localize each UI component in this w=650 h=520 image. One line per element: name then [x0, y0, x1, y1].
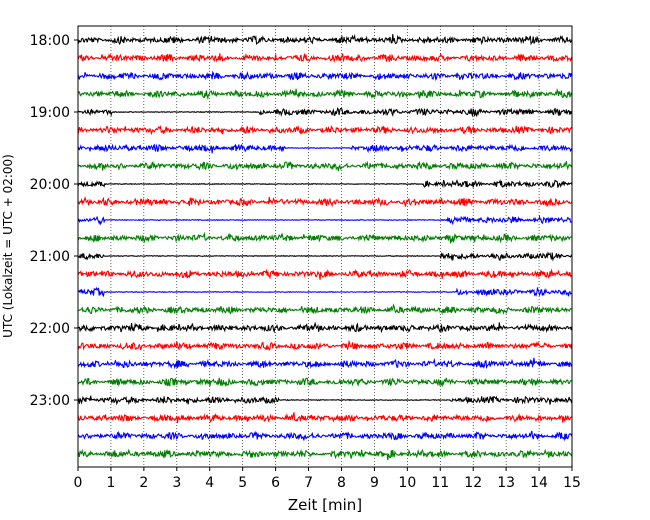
- trace-23-30: [77, 430, 573, 442]
- y-tick-label: 18:00: [30, 33, 70, 49]
- trace-23-45: [77, 448, 573, 461]
- x-tick-label: 5: [238, 475, 247, 491]
- trace-19-45: [77, 160, 573, 172]
- y-tick-label: 20:00: [30, 177, 70, 193]
- x-tick-label: 8: [337, 475, 346, 491]
- trace-22-45: [77, 377, 573, 388]
- traces: [77, 34, 573, 461]
- trace-20-45: [77, 231, 573, 244]
- y-tick-label: 22:00: [30, 321, 70, 337]
- x-tick-label: 9: [370, 475, 379, 491]
- trace-18-15: [77, 52, 573, 64]
- trace-21-30: [77, 286, 573, 298]
- x-tick-label: 0: [74, 475, 83, 491]
- x-tick-label: 14: [530, 475, 548, 491]
- x-tick-label: 10: [398, 475, 416, 491]
- trace-20-00: [77, 178, 573, 189]
- y-tick-label: 21:00: [30, 249, 70, 265]
- x-tick-label: 3: [172, 475, 181, 491]
- plot-frame: [77, 25, 573, 468]
- trace-19-15: [77, 124, 573, 136]
- trace-22-00: [77, 321, 573, 334]
- x-tick-label: 11: [431, 475, 449, 491]
- trace-22-30: [77, 357, 573, 370]
- x-tick-label: 7: [304, 475, 313, 491]
- x-tick-label: 15: [563, 475, 581, 491]
- x-axis: 0 1 2 3 4 5 6 7 8 9 10 11 12 13 14 15: [74, 467, 581, 491]
- trace-19-30: [77, 143, 573, 154]
- y-axis-label: UTC (Lokalzeit = UTC + 02:00): [1, 154, 15, 338]
- trace-18-45: [77, 88, 573, 100]
- x-tick-label: 4: [205, 475, 214, 491]
- trace-21-00: [77, 251, 573, 262]
- y-tick-label: 23:00: [30, 393, 70, 409]
- trace-22-15: [77, 339, 573, 351]
- trace-21-45: [77, 303, 573, 316]
- x-tick-label: 1: [106, 475, 115, 491]
- y-tick-label: 19:00: [30, 105, 70, 121]
- trace-20-15: [77, 195, 573, 208]
- trace-23-15: [77, 412, 573, 424]
- x-tick-label: 12: [464, 475, 482, 491]
- trace-18-00: [77, 34, 573, 46]
- trace-21-15: [77, 268, 573, 280]
- x-tick-label: 2: [139, 475, 148, 491]
- x-axis-label: Zeit [min]: [288, 496, 362, 514]
- y-axis: 18:00 19:00 20:00 21:00 22:00 23:00: [30, 33, 78, 409]
- trace-23-00: [77, 395, 573, 406]
- trace-20-30: [77, 214, 573, 226]
- x-tick-label: 6: [271, 475, 280, 491]
- trace-19-00: [77, 106, 573, 118]
- trace-18-30: [77, 70, 573, 81]
- x-tick-label: 13: [497, 475, 515, 491]
